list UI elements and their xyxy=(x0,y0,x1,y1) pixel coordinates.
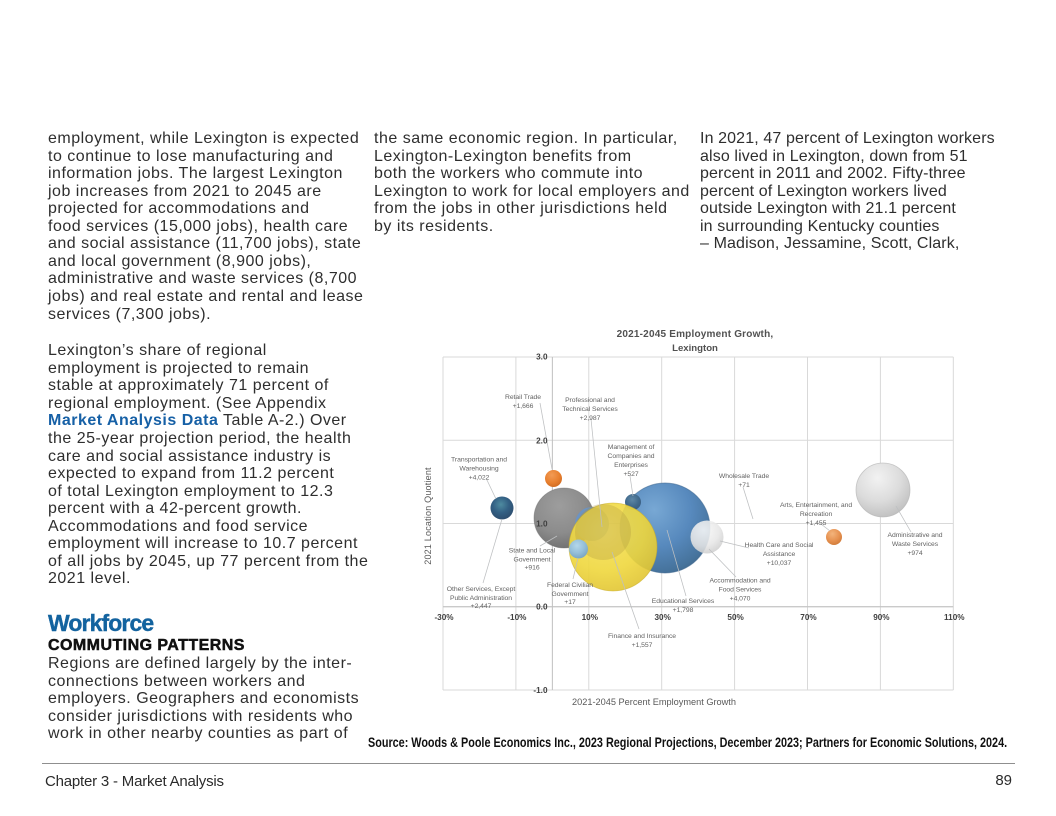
svg-text:3.0: 3.0 xyxy=(536,353,548,362)
svg-text:Waste Services: Waste Services xyxy=(892,541,939,548)
svg-text:Government: Government xyxy=(552,591,589,598)
svg-text:Federal Civilian: Federal Civilian xyxy=(547,582,593,589)
svg-text:State and Local: State and Local xyxy=(509,548,556,555)
svg-text:+1,455: +1,455 xyxy=(806,520,827,527)
svg-text:+916: +916 xyxy=(524,565,539,572)
svg-text:Lexington: Lexington xyxy=(672,343,718,354)
svg-text:+974: +974 xyxy=(907,550,922,557)
svg-text:Assistance: Assistance xyxy=(763,551,796,558)
svg-text:+1,666: +1,666 xyxy=(513,403,534,410)
svg-text:+1,557: +1,557 xyxy=(632,642,653,649)
svg-text:+527: +527 xyxy=(623,471,638,478)
svg-text:Administrative and: Administrative and xyxy=(887,532,942,539)
svg-text:Finance and Insurance: Finance and Insurance xyxy=(608,633,676,640)
svg-text:+10,037: +10,037 xyxy=(767,560,792,567)
svg-text:2021-2045 Percent Employment G: 2021-2045 Percent Employment Growth xyxy=(572,697,736,707)
svg-text:Professional and: Professional and xyxy=(565,397,615,404)
svg-text:Retail Trade: Retail Trade xyxy=(505,394,541,401)
svg-text:110%: 110% xyxy=(944,613,965,622)
svg-text:+71: +71 xyxy=(738,482,750,489)
svg-text:30%: 30% xyxy=(655,613,672,622)
svg-text:Management of: Management of xyxy=(608,444,655,451)
svg-text:2.0: 2.0 xyxy=(536,437,548,446)
svg-text:Warehousing: Warehousing xyxy=(459,466,499,473)
svg-text:+1,798: +1,798 xyxy=(673,607,694,614)
svg-text:90%: 90% xyxy=(873,613,890,622)
svg-text:70%: 70% xyxy=(800,613,817,622)
svg-text:2021-2045 Employment Growth,: 2021-2045 Employment Growth, xyxy=(617,329,774,340)
svg-text:Government: Government xyxy=(514,557,551,564)
svg-text:Food Services: Food Services xyxy=(719,587,762,594)
svg-text:Health Care and Social: Health Care and Social xyxy=(745,542,814,549)
svg-text:Enterprises: Enterprises xyxy=(614,462,648,469)
svg-text:Other Services, Except: Other Services, Except xyxy=(447,586,516,593)
svg-text:+2,987: +2,987 xyxy=(580,415,601,422)
svg-text:+2,447: +2,447 xyxy=(471,603,492,610)
svg-text:Transportation and: Transportation and xyxy=(451,457,507,464)
svg-text:Accommodation and: Accommodation and xyxy=(709,578,770,585)
svg-text:+4,070: +4,070 xyxy=(730,596,751,603)
svg-text:Wholesale Trade: Wholesale Trade xyxy=(719,473,770,480)
svg-text:+4,022: +4,022 xyxy=(469,475,490,482)
svg-text:Public Administration: Public Administration xyxy=(450,595,512,602)
svg-text:2021 Location Quotient: 2021 Location Quotient xyxy=(423,467,433,565)
svg-text:-1.0: -1.0 xyxy=(533,686,548,695)
svg-text:Companies and: Companies and xyxy=(608,453,655,460)
svg-text:-30%: -30% xyxy=(434,613,454,622)
svg-text:50%: 50% xyxy=(727,613,744,622)
svg-text:Technical Services: Technical Services xyxy=(562,406,618,413)
svg-text:0.0: 0.0 xyxy=(536,603,548,612)
svg-text:10%: 10% xyxy=(582,613,599,622)
svg-text:-10%: -10% xyxy=(507,613,527,622)
svg-text:Educational Services: Educational Services xyxy=(652,598,715,605)
svg-text:Arts, Entertainment, and: Arts, Entertainment, and xyxy=(780,502,852,509)
svg-text:1.0: 1.0 xyxy=(536,520,548,529)
svg-text:Recreation: Recreation xyxy=(800,511,833,518)
svg-text:+17: +17 xyxy=(564,599,576,606)
